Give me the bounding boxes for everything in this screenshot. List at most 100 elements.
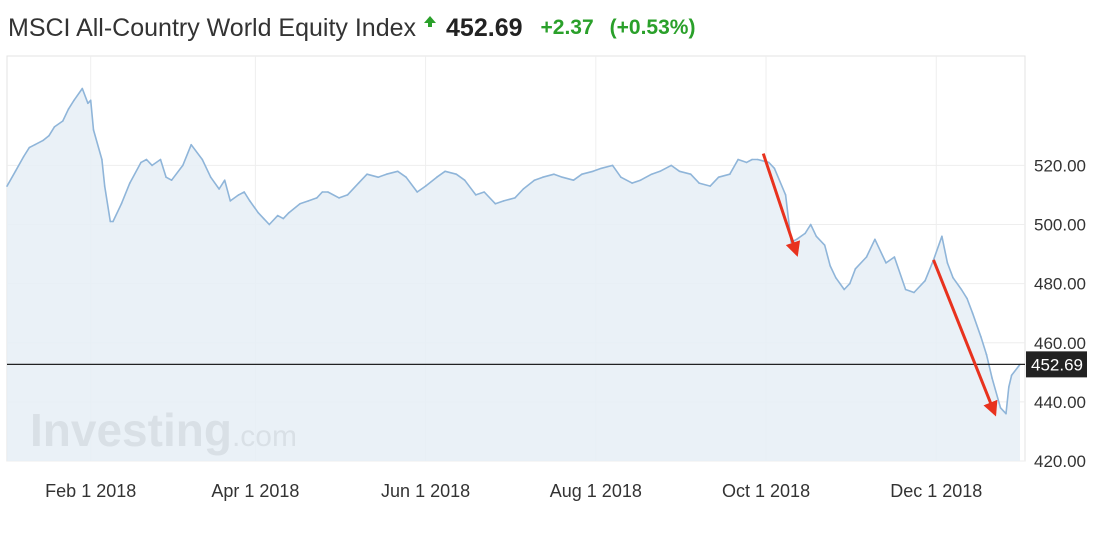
data-point — [112, 220, 114, 223]
data-point — [670, 164, 672, 167]
data-point — [62, 120, 64, 122]
data-point — [924, 279, 926, 282]
data-point — [514, 197, 516, 199]
data-point — [463, 179, 466, 181]
x-tick-label: Dec 1 2018 — [890, 481, 982, 501]
y-tick-label: 500.00 — [1034, 216, 1086, 235]
data-point — [854, 268, 857, 270]
data-point — [561, 176, 564, 178]
data-point — [366, 173, 368, 175]
data-point — [229, 200, 232, 202]
data-point — [396, 170, 399, 173]
data-point — [223, 179, 226, 181]
data-point — [809, 223, 812, 226]
data-point — [815, 235, 818, 238]
data-point — [28, 146, 31, 149]
data-point — [243, 191, 245, 193]
data-point — [502, 200, 505, 202]
data-point — [885, 262, 887, 264]
data-point — [103, 185, 106, 187]
data-point — [316, 197, 318, 199]
data-point — [140, 161, 142, 164]
data-point — [129, 182, 131, 184]
current-price: 452.69 — [446, 13, 523, 42]
data-point — [276, 214, 279, 217]
data-point — [307, 200, 310, 202]
x-tick-label: Aug 1 2018 — [550, 481, 642, 501]
data-point — [6, 185, 8, 187]
data-point — [737, 158, 739, 161]
data-point — [689, 173, 692, 175]
data-point — [237, 194, 240, 196]
data-point — [377, 176, 380, 178]
data-point — [190, 143, 192, 146]
price-change-percent: (+0.53%) — [609, 16, 696, 39]
data-point — [952, 276, 954, 279]
y-tick-label: 440.00 — [1034, 393, 1086, 412]
data-point — [444, 170, 446, 173]
data-point — [483, 191, 486, 193]
price-change: +2.37 — [540, 16, 594, 39]
data-point — [650, 173, 653, 175]
data-point — [321, 191, 324, 193]
data-point — [218, 188, 220, 190]
data-point — [170, 179, 173, 181]
data-point — [751, 158, 753, 161]
data-point — [784, 194, 787, 196]
data-point — [553, 173, 555, 175]
data-point — [89, 99, 92, 102]
data-point — [338, 197, 340, 199]
data-point — [533, 179, 536, 181]
data-point — [42, 139, 45, 142]
data-point — [299, 203, 301, 205]
data-point — [893, 256, 896, 258]
current-price-badge — [1026, 351, 1087, 378]
data-point — [966, 297, 968, 300]
data-point — [34, 143, 36, 146]
data-point — [262, 217, 265, 220]
data-point — [327, 191, 329, 193]
data-point — [120, 203, 123, 205]
data-point — [436, 176, 438, 178]
data-point — [600, 167, 603, 170]
data-point — [773, 167, 776, 170]
annotation-arrow — [761, 153, 801, 257]
data-point — [73, 99, 75, 102]
data-point — [14, 170, 17, 173]
data-point — [999, 407, 1002, 409]
data-point — [991, 377, 993, 380]
data-point — [946, 262, 949, 264]
data-point — [729, 173, 731, 175]
y-tick-label: 460.00 — [1034, 334, 1086, 353]
data-point — [249, 200, 251, 202]
y-tick-label: 520.00 — [1034, 156, 1086, 175]
data-point — [1005, 412, 1007, 415]
data-point — [268, 223, 271, 226]
data-point — [22, 155, 25, 158]
data-point — [581, 173, 583, 175]
data-point — [92, 129, 95, 131]
data-point — [159, 158, 162, 161]
data-point — [829, 265, 831, 267]
data-point — [843, 288, 845, 291]
data-point — [385, 173, 388, 175]
data-point — [201, 158, 204, 161]
x-tick-label: Apr 1 2018 — [211, 481, 299, 501]
chart-header: MSCI All-Country World Equity Index 452.… — [8, 10, 695, 46]
data-point — [823, 244, 826, 246]
data-point — [357, 182, 360, 184]
data-point — [768, 161, 770, 164]
data-point — [67, 108, 70, 110]
data-point — [659, 170, 661, 173]
data-point — [48, 135, 50, 137]
data-point — [865, 256, 868, 258]
data-point — [620, 176, 622, 178]
series-area — [7, 88, 1020, 461]
y-tick-label: 420.00 — [1034, 452, 1086, 471]
data-point — [1010, 374, 1013, 377]
data-point — [611, 164, 614, 167]
data-point — [745, 161, 748, 164]
data-point — [631, 182, 633, 184]
data-point — [985, 353, 988, 356]
data-point — [698, 182, 700, 184]
